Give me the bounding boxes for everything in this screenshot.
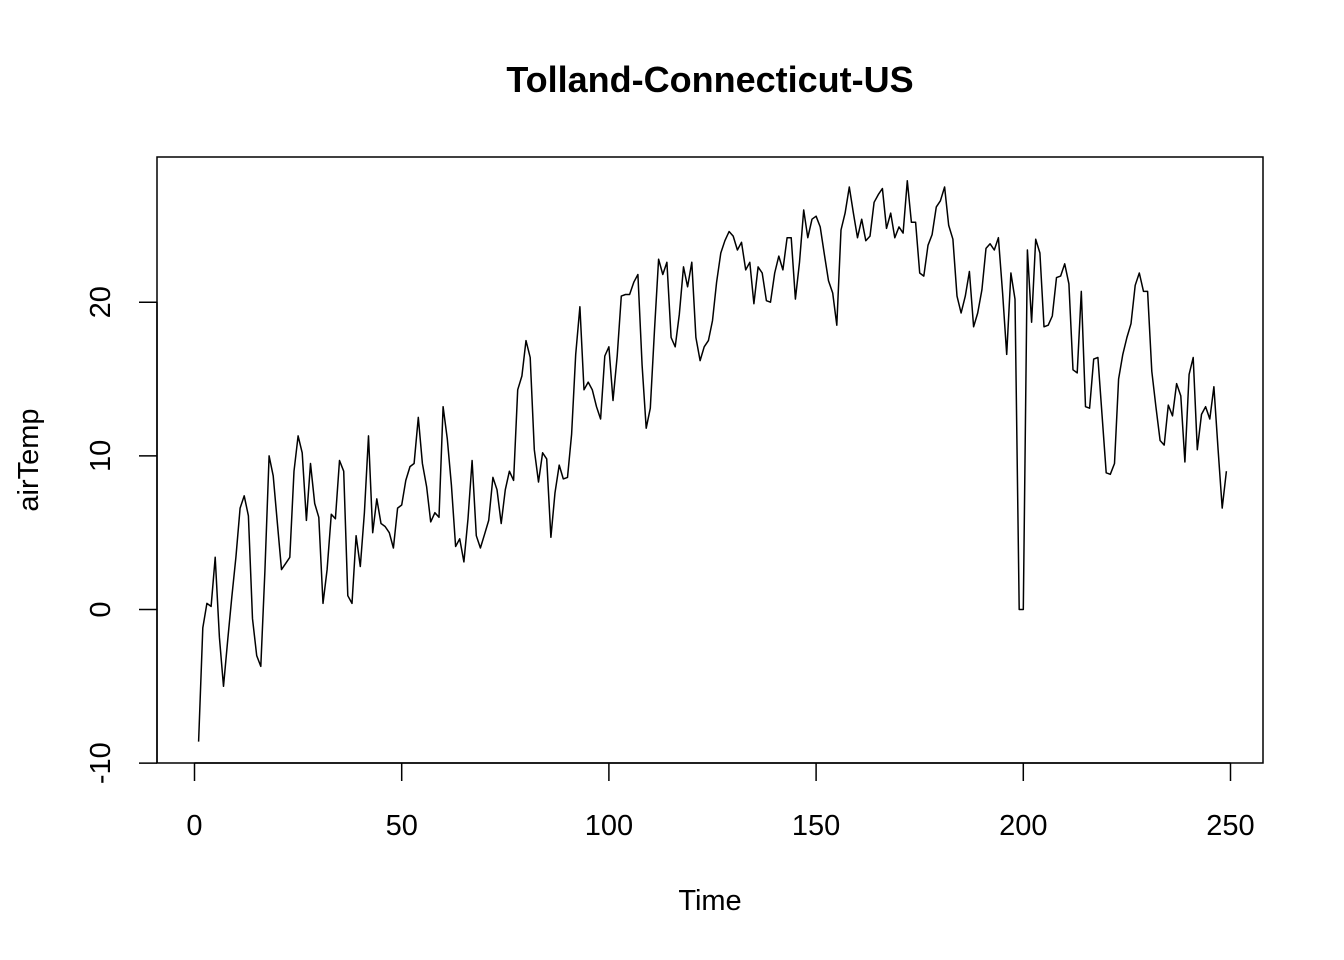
x-axis-label: Time	[678, 885, 741, 917]
x-axis: 0 50 100 150 200 250	[186, 762, 1255, 842]
plot-box	[156, 156, 1264, 764]
x-tick-label: 50	[386, 810, 418, 842]
y-tick-label: 10	[85, 440, 117, 472]
x-tick-label: 150	[792, 810, 840, 842]
x-tick-label: 100	[585, 810, 633, 842]
series-line	[197, 180, 1228, 742]
y-axis-label: airTemp	[13, 408, 45, 511]
y-tick-label: -10	[85, 742, 117, 784]
y-axis: -10 0 10 20	[85, 286, 158, 784]
y-tick-label: 0	[85, 601, 117, 617]
chart-title: Tolland-Connecticut-US	[506, 59, 913, 100]
y-tick-label: 20	[85, 286, 117, 318]
x-tick-label: 0	[186, 810, 202, 842]
x-tick-label: 250	[1206, 810, 1254, 842]
x-tick-label: 200	[999, 810, 1047, 842]
